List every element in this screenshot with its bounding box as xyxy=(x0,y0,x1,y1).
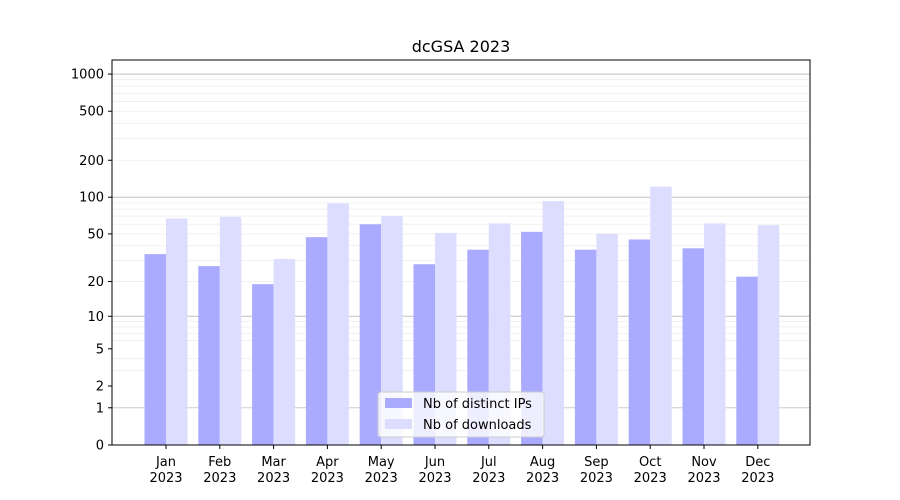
x-tick-label-month: Dec xyxy=(745,455,770,470)
x-tick-label-month: Mar xyxy=(261,455,286,470)
y-tick-label: 2 xyxy=(96,380,104,395)
x-tick-label-month: Jan xyxy=(155,455,176,470)
bar-downloads xyxy=(542,201,565,445)
y-tick-label: 500 xyxy=(79,105,104,120)
x-tick-label-month: Oct xyxy=(639,455,661,470)
x-tick-label-month: Aug xyxy=(530,455,555,470)
x-tick-label-month: Nov xyxy=(691,455,717,470)
x-tick-label-month: May xyxy=(368,455,395,470)
bar-ips xyxy=(359,224,382,445)
x-tick-label-month: Sep xyxy=(584,455,609,470)
y-tick-label: 1000 xyxy=(71,68,104,83)
x-tick-label-month: Jun xyxy=(424,455,445,470)
bar-ips xyxy=(198,266,220,445)
x-tick-label-year: 2023 xyxy=(526,471,559,486)
bar-downloads xyxy=(273,258,296,445)
x-tick-label-year: 2023 xyxy=(687,471,720,486)
legend-swatch-downloads xyxy=(385,419,412,429)
legend-label-ips: Nb of distinct IPs xyxy=(423,397,532,412)
x-tick-label-year: 2023 xyxy=(203,471,236,486)
x-tick-label-year: 2023 xyxy=(311,471,344,486)
x-tick-label-year: 2023 xyxy=(741,471,774,486)
y-tick-label: 100 xyxy=(79,191,104,206)
bar-downloads xyxy=(704,223,726,445)
plot-area-frame xyxy=(111,59,811,446)
bar-downloads xyxy=(757,225,780,445)
bar-downloads xyxy=(166,218,188,445)
bar-ips xyxy=(628,239,651,445)
bar-downloads xyxy=(596,233,618,445)
x-tick-label-year: 2023 xyxy=(580,471,613,486)
legend-frame xyxy=(377,391,545,438)
x-tick-label-month: Apr xyxy=(316,455,339,470)
bar-downloads xyxy=(327,203,349,445)
y-tick-label: 0 xyxy=(96,439,104,454)
y-tick-label: 1 xyxy=(96,401,104,416)
y-tick-label: 50 xyxy=(87,227,104,242)
legend-swatch-ips xyxy=(385,398,412,408)
x-tick-label-year: 2023 xyxy=(149,471,182,486)
bar-downloads xyxy=(650,186,672,445)
y-tick-label: 10 xyxy=(87,310,104,325)
x-tick-label-year: 2023 xyxy=(418,471,451,486)
bar-ips xyxy=(574,249,597,445)
bar-ips xyxy=(252,284,274,445)
bar-downloads xyxy=(488,223,511,445)
y-axis: 0 1 2 5 10 20 50 100 200 500 1000 xyxy=(71,68,112,454)
y-tick-label: 200 xyxy=(79,154,104,169)
x-tick-label-year: 2023 xyxy=(257,471,290,486)
x-tick-label-month: Feb xyxy=(208,455,231,470)
legend-label-downloads: Nb of downloads xyxy=(423,418,532,433)
x-axis: Jan2023Feb2023Mar2023Apr2023May2023Jun20… xyxy=(149,445,774,486)
bar-ips xyxy=(305,237,328,445)
bar-downloads xyxy=(381,216,403,445)
x-tick-label-year: 2023 xyxy=(472,471,505,486)
legend: Nb of distinct IPs Nb of downloads xyxy=(377,391,545,438)
x-tick-label-year: 2023 xyxy=(365,471,398,486)
bar-ips xyxy=(682,248,704,445)
x-tick-label-month: Jul xyxy=(480,455,497,470)
chart-title: dcGSA 2023 xyxy=(412,37,511,56)
bar-downloads xyxy=(219,216,242,445)
bar-ips xyxy=(736,276,758,445)
y-tick-label: 5 xyxy=(96,342,104,357)
x-tick-label-year: 2023 xyxy=(634,471,667,486)
bar-ips xyxy=(144,254,166,445)
y-tick-label: 20 xyxy=(87,275,104,290)
